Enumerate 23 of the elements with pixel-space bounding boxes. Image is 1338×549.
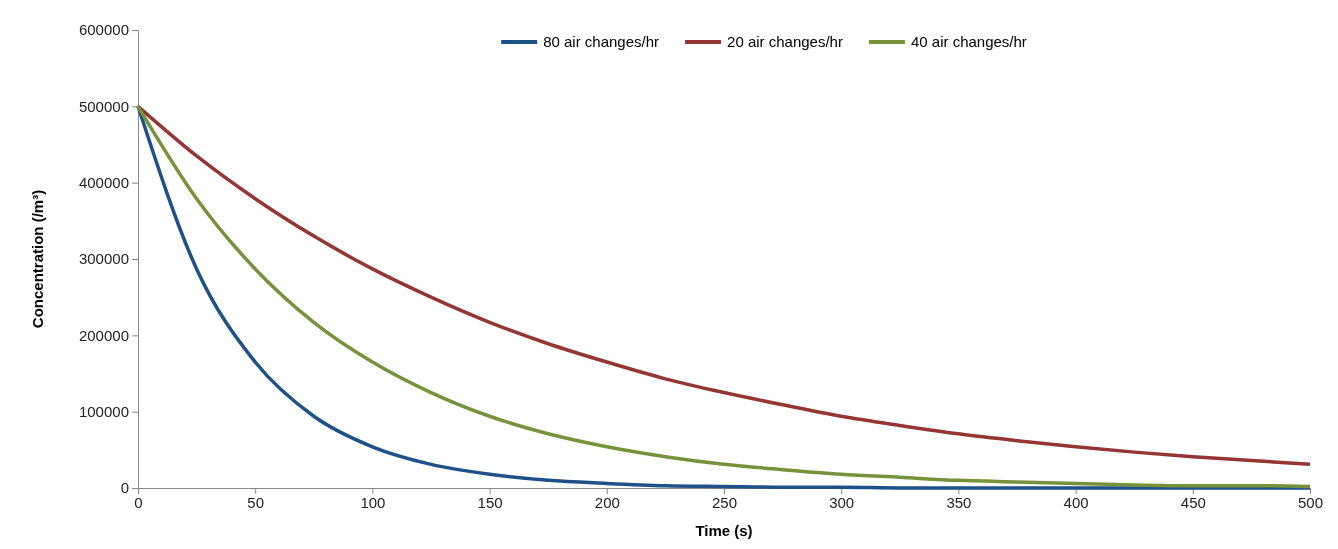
x-tick-label: 450 — [1180, 493, 1206, 511]
x-tick-label: 400 — [1063, 493, 1089, 511]
legend-label: 20 air changes/hr — [727, 33, 843, 50]
x-tick-label: 150 — [477, 493, 503, 511]
y-axis-title: Concentration (/m³) — [29, 189, 46, 329]
y-tick-label: 200000 — [78, 326, 129, 344]
x-tick-label: 100 — [360, 493, 386, 511]
x-axis-title: Time (s) — [695, 522, 753, 539]
x-tick-label: 300 — [829, 493, 855, 511]
y-tick-label: 400000 — [78, 173, 129, 191]
x-tick-label: 0 — [134, 493, 143, 511]
y-tick-label: 100000 — [78, 402, 129, 420]
x-tick-label: 500 — [1297, 493, 1324, 511]
legend-label: 40 air changes/hr — [910, 33, 1027, 50]
x-tick-label: 350 — [946, 493, 972, 511]
y-tick-label: 600000 — [78, 21, 129, 39]
y-tick-label: 500000 — [78, 97, 129, 115]
legend-label: 80 air changes/hr — [543, 33, 660, 50]
x-tick-label: 200 — [594, 493, 620, 511]
y-tick-label: 0 — [120, 479, 129, 497]
y-tick-label: 300000 — [78, 250, 129, 268]
x-tick-label: 50 — [247, 493, 265, 511]
x-tick-label: 250 — [711, 493, 738, 511]
